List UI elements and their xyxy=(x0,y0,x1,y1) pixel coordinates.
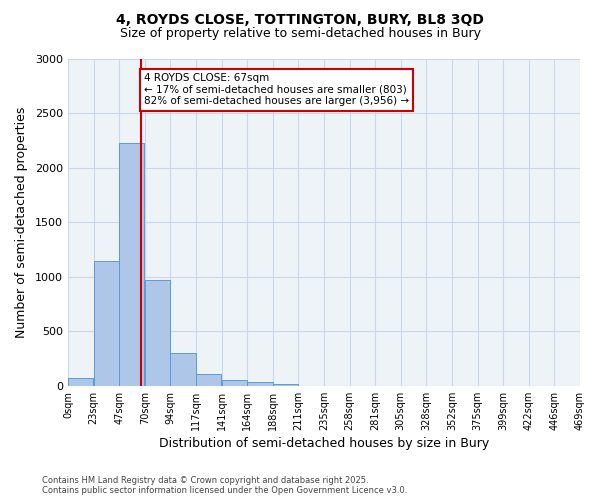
Bar xyxy=(68,378,93,386)
Bar xyxy=(273,384,298,386)
Text: 4, ROYDS CLOSE, TOTTINGTON, BURY, BL8 3QD: 4, ROYDS CLOSE, TOTTINGTON, BURY, BL8 3Q… xyxy=(116,12,484,26)
X-axis label: Distribution of semi-detached houses by size in Bury: Distribution of semi-detached houses by … xyxy=(159,437,489,450)
Text: Size of property relative to semi-detached houses in Bury: Size of property relative to semi-detach… xyxy=(119,28,481,40)
Bar xyxy=(145,280,170,386)
Bar xyxy=(119,143,145,386)
Text: Contains HM Land Registry data © Crown copyright and database right 2025.
Contai: Contains HM Land Registry data © Crown c… xyxy=(42,476,407,495)
Text: 4 ROYDS CLOSE: 67sqm
← 17% of semi-detached houses are smaller (803)
82% of semi: 4 ROYDS CLOSE: 67sqm ← 17% of semi-detac… xyxy=(144,73,409,106)
Bar xyxy=(221,380,247,386)
Bar xyxy=(196,374,221,386)
Y-axis label: Number of semi-detached properties: Number of semi-detached properties xyxy=(15,106,28,338)
Bar xyxy=(94,260,119,386)
Bar xyxy=(170,352,196,386)
Bar xyxy=(247,382,272,386)
